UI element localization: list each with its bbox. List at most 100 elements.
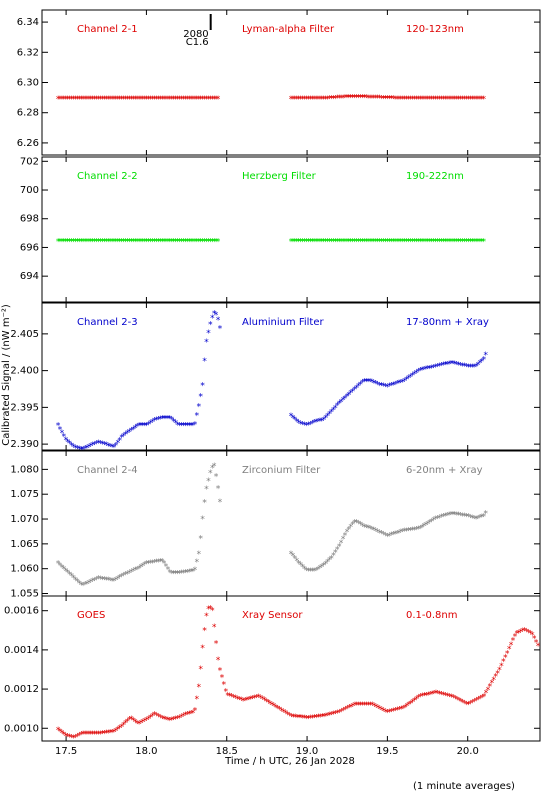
- data-point: *: [323, 238, 328, 248]
- data-point: *: [315, 238, 320, 248]
- data-point: *: [167, 716, 172, 726]
- data-point: *: [338, 398, 343, 408]
- data-point: *: [134, 565, 139, 575]
- data-point: *: [449, 693, 454, 703]
- data-point: *: [423, 238, 428, 248]
- data-point: *: [202, 626, 207, 636]
- data-point: *: [175, 95, 180, 105]
- data-point: *: [67, 440, 72, 450]
- data-point: *: [329, 95, 334, 105]
- data-point: *: [96, 238, 101, 248]
- data-point: *: [156, 712, 161, 722]
- data-point: *: [150, 95, 155, 105]
- data-point: *: [392, 238, 397, 248]
- data-point: *: [163, 715, 168, 725]
- data-point: *: [100, 95, 105, 105]
- data-point: *: [358, 521, 363, 531]
- data-point: *: [333, 709, 338, 719]
- data-point: *: [346, 391, 351, 401]
- data-point: *: [298, 714, 303, 724]
- data-point: *: [450, 510, 455, 520]
- data-point: *: [443, 361, 448, 371]
- data-point: *: [452, 360, 457, 370]
- data-point: *: [532, 635, 537, 645]
- data-point: *: [377, 705, 382, 715]
- data-point: *: [352, 94, 357, 104]
- data-point: *: [424, 691, 429, 701]
- data-point: *: [397, 706, 402, 716]
- data-point: *: [196, 238, 201, 248]
- data-point: *: [288, 550, 293, 560]
- data-point: *: [365, 378, 370, 388]
- data-point: *: [447, 692, 452, 702]
- data-point: *: [419, 523, 424, 533]
- data-point: *: [315, 95, 320, 105]
- data-point: *: [154, 416, 159, 426]
- data-point: *: [63, 732, 68, 742]
- data-point: *: [319, 95, 324, 105]
- data-point: *: [444, 360, 449, 370]
- data-point: *: [389, 238, 394, 248]
- data-point: *: [437, 514, 442, 524]
- data-point: *: [381, 238, 386, 248]
- data-point: *: [412, 370, 417, 380]
- data-point: *: [481, 95, 486, 105]
- x-axis-title: Time / h UTC, 26 Jan 2028: [224, 756, 355, 767]
- data-point: *: [329, 710, 334, 720]
- data-point: *: [273, 703, 278, 713]
- data-point: *: [144, 560, 149, 570]
- data-point: *: [530, 631, 535, 641]
- y-tick-label: 0.0012: [4, 684, 39, 695]
- data-point: *: [336, 94, 341, 104]
- data-point: *: [342, 532, 347, 542]
- data-point: *: [469, 363, 474, 373]
- data-point: *: [375, 94, 380, 104]
- data-point: *: [213, 238, 218, 248]
- data-point: *: [385, 709, 390, 719]
- data-point: *: [119, 723, 124, 733]
- data-point: *: [419, 366, 424, 376]
- data-point: *: [129, 715, 134, 725]
- data-point: *: [338, 539, 343, 549]
- y-tick-label: 0.0014: [4, 645, 39, 656]
- data-point: *: [469, 95, 474, 105]
- data-point: *: [121, 238, 126, 248]
- data-point: *: [82, 445, 87, 455]
- data-point: *: [283, 709, 288, 719]
- data-point: *: [356, 520, 361, 530]
- data-point: *: [356, 94, 361, 104]
- data-point: *: [368, 701, 373, 711]
- data-point: *: [119, 434, 124, 444]
- data-point: *: [437, 362, 442, 372]
- data-point: *: [161, 715, 166, 725]
- data-point: *: [61, 565, 66, 575]
- band-label: 190-222nm: [406, 171, 464, 182]
- data-point: *: [336, 400, 341, 410]
- data-point: *: [321, 712, 326, 722]
- data-point: *: [483, 351, 488, 361]
- data-point: *: [65, 732, 70, 742]
- data-point: *: [308, 714, 313, 724]
- x-tick-label: 20.0: [457, 746, 479, 757]
- data-point: *: [408, 526, 413, 536]
- data-point: *: [55, 95, 60, 105]
- data-point: *: [88, 238, 93, 248]
- data-point: *: [505, 649, 510, 659]
- data-point: *: [208, 238, 213, 248]
- data-point: *: [208, 469, 213, 479]
- data-point: *: [179, 238, 184, 248]
- data-point: *: [510, 637, 515, 647]
- band-label: 6-20nm + Xray: [406, 465, 483, 476]
- data-point: *: [363, 378, 368, 388]
- data-point: *: [450, 238, 455, 248]
- data-point: *: [412, 696, 417, 706]
- data-point: *: [414, 95, 419, 105]
- data-point: *: [55, 726, 60, 736]
- data-point: *: [82, 95, 87, 105]
- data-point: *: [435, 690, 440, 700]
- data-point: *: [410, 698, 415, 708]
- data-point: *: [362, 701, 367, 711]
- data-point: *: [450, 95, 455, 105]
- data-point: *: [57, 728, 62, 738]
